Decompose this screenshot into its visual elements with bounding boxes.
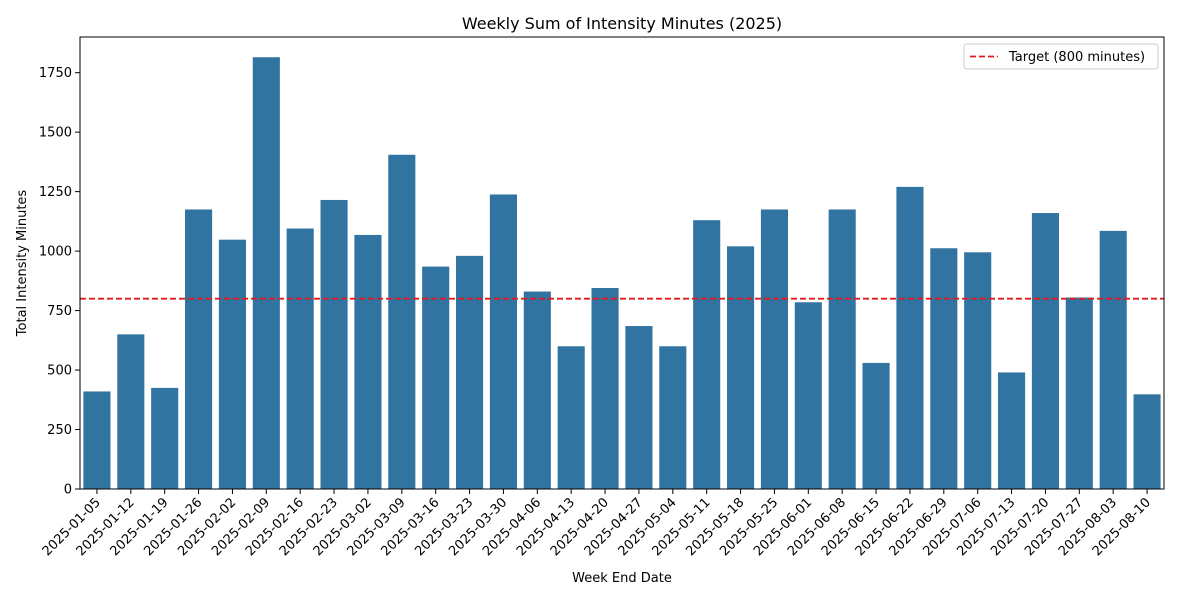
bar — [760, 209, 788, 489]
y-tick-label: 1750 — [39, 66, 72, 81]
bar — [591, 287, 619, 489]
plot-frame — [79, 36, 1165, 490]
bar — [185, 209, 213, 489]
y-tick-label: 0 — [64, 483, 72, 498]
bar — [1065, 297, 1093, 489]
y-tick-label: 1250 — [39, 185, 72, 200]
bar — [388, 154, 416, 490]
bar — [252, 57, 280, 489]
bar — [489, 194, 517, 489]
bar — [1133, 394, 1161, 489]
bar — [930, 248, 958, 489]
legend-box — [963, 43, 1159, 70]
bar — [794, 302, 822, 489]
bar — [286, 228, 314, 490]
bar — [693, 220, 721, 489]
bar — [456, 255, 484, 489]
legend-label: Target (800 minutes) — [1008, 50, 1145, 65]
y-tick-label: 750 — [47, 304, 72, 319]
bar — [151, 387, 179, 489]
y-tick-label: 1500 — [39, 126, 72, 141]
x-axis-label: Week End Date — [572, 571, 672, 586]
bar — [557, 346, 585, 489]
bar — [896, 186, 924, 489]
y-axis-label: Total Intensity Minutes — [15, 190, 30, 338]
bar — [964, 252, 992, 489]
bar — [117, 334, 145, 489]
bar — [320, 199, 348, 490]
bar — [1099, 230, 1127, 489]
y-axis: 0 250 500 750 1000 1250 1500 1750 — [39, 66, 80, 498]
x-axis: 2025-01-052025-01-122025-01-192025-01-26… — [40, 489, 1154, 559]
bar — [625, 326, 653, 489]
bar — [1031, 213, 1059, 489]
y-tick-label: 500 — [47, 364, 72, 379]
bar — [523, 291, 551, 489]
bars-group — [83, 57, 1161, 490]
y-tick-label: 1000 — [39, 245, 72, 260]
y-tick-label: 250 — [47, 423, 72, 438]
bar — [354, 234, 382, 489]
bar — [83, 391, 111, 489]
bar — [828, 209, 856, 489]
legend: Target (800 minutes) — [963, 43, 1159, 70]
bar — [727, 246, 755, 489]
bar — [998, 372, 1026, 489]
bar — [862, 362, 890, 489]
bar — [659, 346, 687, 489]
chart-title: Weekly Sum of Intensity Minutes (2025) — [462, 14, 782, 33]
bar — [218, 239, 246, 489]
bar — [422, 266, 450, 489]
